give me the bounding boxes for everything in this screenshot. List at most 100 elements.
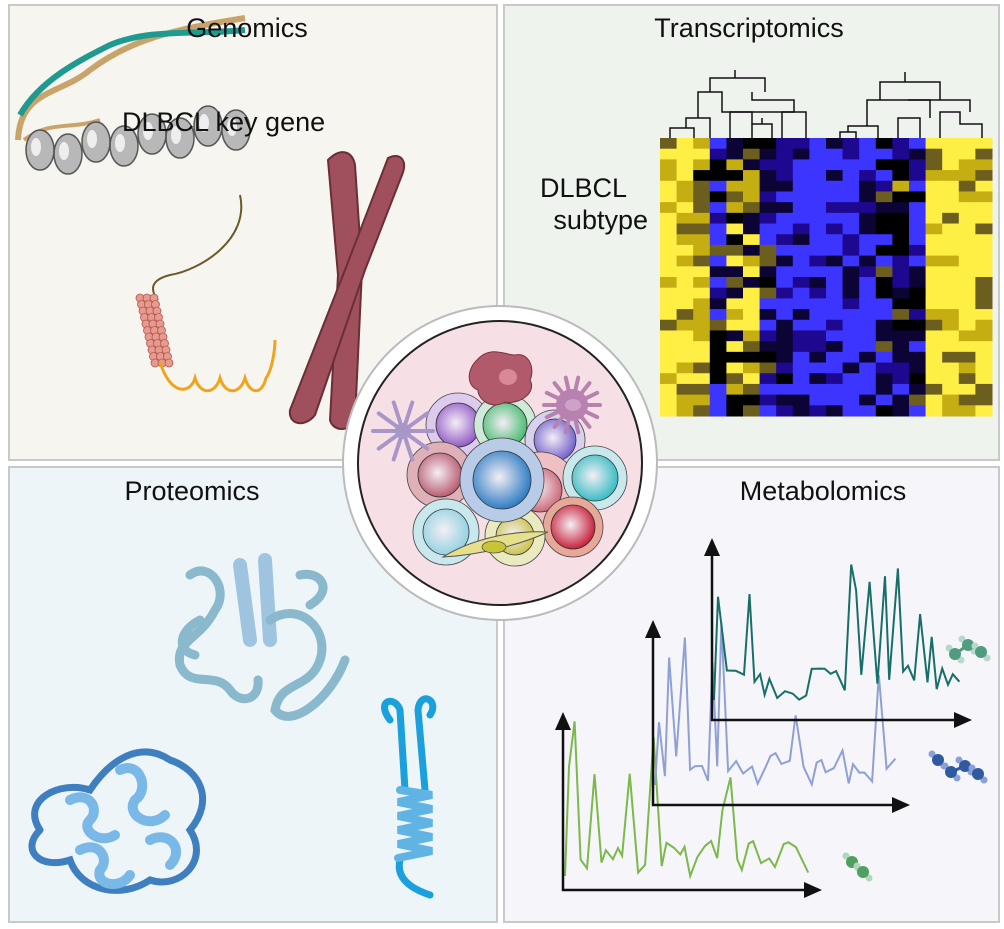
metabolomics-title: Metabolomics (739, 476, 907, 506)
nucleosome-highlight (59, 142, 69, 160)
heatmap-cell (776, 319, 794, 331)
heatmap-cell (909, 180, 927, 192)
heatmap-cell (925, 383, 943, 396)
coil-icon (158, 339, 277, 393)
heatmap-cell (776, 309, 794, 321)
heatmap-cell (875, 202, 893, 214)
heatmap-cell (792, 170, 810, 182)
heatmap-cell (958, 234, 976, 246)
heatmap-cell (676, 170, 694, 182)
heatmap-cell (792, 212, 810, 225)
heatmap-cell (792, 148, 810, 160)
heatmap-cell (826, 341, 844, 353)
heatmap-cell (726, 180, 744, 192)
dendritic-nucleus (565, 399, 581, 411)
heatmap-cell (842, 383, 860, 396)
heatmap-cell (892, 351, 910, 364)
heatmap-cell (792, 341, 810, 353)
heatmap-cell (892, 191, 910, 203)
heatmap-cell (925, 330, 943, 342)
heatmap-cell (875, 341, 893, 353)
heatmap-cell (842, 394, 860, 406)
heatmap-cell (942, 330, 960, 342)
heatmap-cell (676, 383, 694, 396)
heatmap-cell (726, 298, 744, 310)
heatmap-cell (892, 319, 910, 331)
heatmap-cell (776, 405, 794, 417)
molecule-atom-h (955, 756, 963, 764)
heatmap-cell (709, 362, 727, 374)
heatmap-cell (859, 170, 877, 182)
heatmap-cell (660, 277, 678, 289)
heatmap-cell (958, 341, 976, 353)
heatmap-cell (958, 298, 976, 310)
heatmap-cell (892, 234, 910, 246)
heatmap-cell (975, 277, 993, 289)
heatmap-cell (809, 202, 827, 214)
heatmap-cell (892, 244, 910, 257)
heatmap-cell (660, 234, 678, 246)
heatmap-cell (892, 212, 910, 225)
heatmap-cell (676, 266, 694, 278)
heatmap-cell (842, 244, 860, 257)
heatmap-cell (892, 298, 910, 310)
heatmap-cell (958, 309, 976, 321)
heatmap-cell (809, 212, 827, 225)
heatmap-cell (726, 191, 744, 203)
heatmap-cell (942, 341, 960, 353)
heatmap-cell (660, 298, 678, 310)
heatmap-cell (660, 148, 678, 160)
heatmap-cell (759, 244, 777, 257)
heatmap-cell (875, 309, 893, 321)
heatmap-cell (660, 330, 678, 342)
heatmap-cell (925, 159, 943, 171)
heatmap-cell (759, 266, 777, 278)
heatmap-cell (792, 319, 810, 331)
heatmap-cell (743, 191, 761, 203)
heatmap-cell (693, 266, 711, 278)
heatmap-cell (743, 223, 761, 235)
spectrum-axes (651, 634, 896, 807)
heatmap-cell (709, 405, 727, 417)
heatmap-cell (809, 373, 827, 385)
heatmap-cell (909, 330, 927, 342)
heatmap-cell (759, 287, 777, 299)
heatmap-cell (859, 298, 877, 310)
heatmap-cell (942, 234, 960, 246)
heatmap-cell (958, 362, 976, 374)
protein-structure-dark-icon (28, 748, 207, 894)
heatmap-cell (909, 373, 927, 385)
heatmap-cell (726, 362, 744, 374)
heatmap-cell (726, 373, 744, 385)
heatmap-cell (842, 234, 860, 246)
cell-nucleus (417, 452, 463, 498)
heatmap-cell (809, 298, 827, 310)
heatmap-cell (842, 159, 860, 171)
heatmap-cell (842, 277, 860, 289)
heatmap-cell (909, 383, 927, 396)
heatmap-cell (743, 159, 761, 171)
heatmap-cell (958, 202, 976, 214)
heatmap-cell (809, 266, 827, 278)
heatmap-cell (776, 223, 794, 235)
molecule-atom-h (842, 852, 850, 860)
heatmap-cell (859, 202, 877, 214)
heatmap-cell (792, 202, 810, 214)
transcriptomics-title: Transcriptomics (654, 13, 844, 43)
heatmap-cell (693, 298, 711, 310)
heatmap-cell (709, 341, 727, 353)
heatmap-cell (776, 148, 794, 160)
dendrogram (669, 70, 983, 138)
heatmap-cell (859, 351, 877, 364)
heatmap-cell (842, 330, 860, 342)
spectrum-axes (710, 552, 958, 722)
heatmap-cell (909, 277, 927, 289)
heatmap-cell (909, 255, 927, 267)
heatmap-cell (975, 330, 993, 342)
heatmap-cell (925, 138, 943, 150)
heatmap-cell (809, 223, 827, 235)
heatmap-cell (792, 373, 810, 385)
heatmap-cell (942, 180, 960, 192)
heatmap-cell (660, 191, 678, 203)
heatmap-cell (809, 319, 827, 331)
